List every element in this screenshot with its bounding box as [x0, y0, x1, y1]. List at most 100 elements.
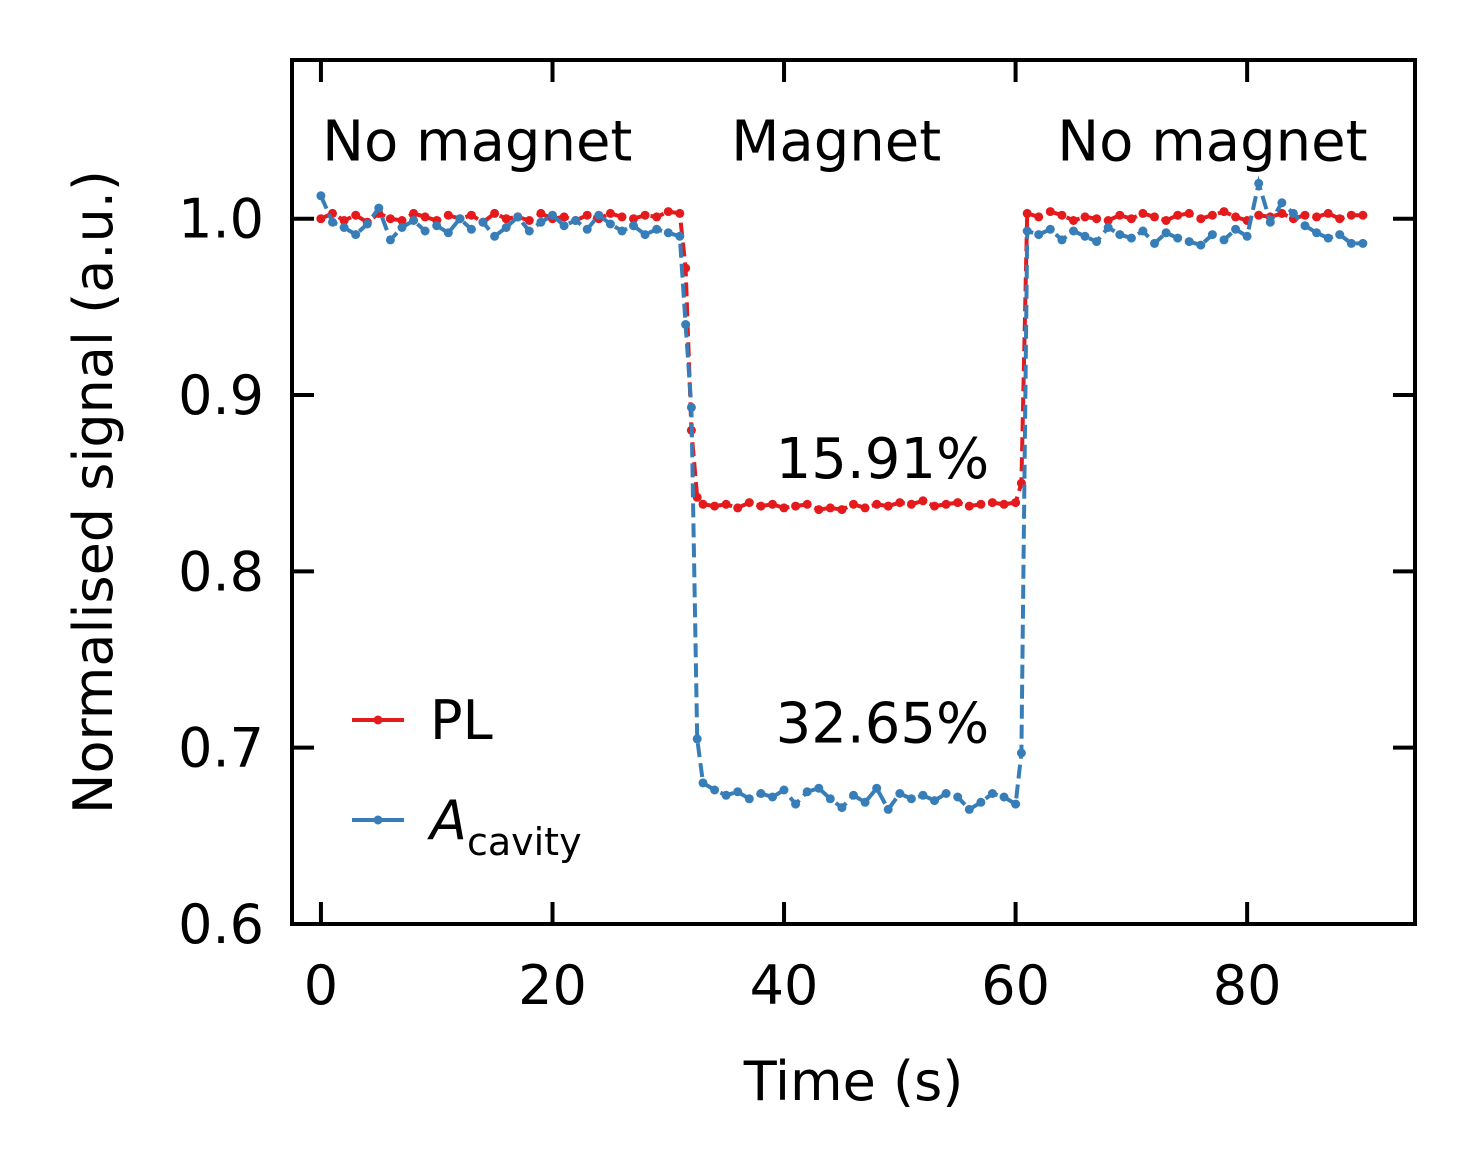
- x-tick-label: 80: [1213, 954, 1282, 1017]
- legend-label: PL: [430, 689, 493, 752]
- data-point: [1092, 214, 1102, 224]
- data-point: [953, 498, 963, 508]
- data-point: [768, 792, 777, 802]
- data-point: [629, 214, 638, 224]
- data-point: [1335, 230, 1345, 240]
- data-point: [710, 501, 720, 511]
- plot-area: [316, 175, 1368, 814]
- data-point: [872, 783, 882, 793]
- data-point: [490, 231, 500, 241]
- data-point: [1150, 238, 1159, 248]
- series-1: [316, 175, 1368, 814]
- data-point: [351, 210, 361, 220]
- data-point: [999, 792, 1009, 802]
- data-point: [1254, 210, 1264, 220]
- data-point: [1277, 208, 1287, 218]
- data-point: [1103, 223, 1113, 232]
- data-point: [1103, 216, 1113, 225]
- x-tick-label: 0: [304, 954, 338, 1017]
- data-point: [1219, 235, 1229, 245]
- data-point: [351, 230, 361, 240]
- data-point: [698, 778, 708, 788]
- data-point: [316, 214, 326, 224]
- data-point: [432, 221, 442, 231]
- data-point: [513, 212, 523, 222]
- data-point: [640, 210, 650, 220]
- data-point: [1265, 217, 1275, 227]
- series-0: [316, 207, 1368, 515]
- data-point: [698, 499, 708, 509]
- data-point: [1300, 210, 1310, 220]
- data-point: [941, 499, 951, 509]
- data-point: [837, 505, 847, 515]
- data-point: [675, 231, 685, 241]
- data-point: [744, 498, 754, 508]
- data-point: [1358, 238, 1368, 248]
- data-point: [860, 797, 870, 807]
- legend-item-1: Acavity: [352, 789, 582, 864]
- data-point: [1196, 214, 1206, 224]
- data-point: [640, 230, 650, 240]
- data-point: [1231, 224, 1241, 234]
- data-point: [397, 223, 407, 232]
- data-point: [455, 214, 465, 224]
- data-point: [652, 212, 662, 222]
- data-point: [1045, 207, 1055, 217]
- y-axis-title: Normalised signal (a.u.): [62, 170, 125, 814]
- y-tick-label: 0.7: [178, 717, 264, 780]
- data-point: [605, 219, 615, 229]
- data-point: [582, 224, 592, 234]
- data-point: [872, 499, 882, 509]
- legend-label: Acavity: [427, 789, 582, 864]
- data-point: [1335, 214, 1345, 224]
- annotation-text: No magnet: [1057, 110, 1367, 175]
- data-point: [1138, 208, 1148, 218]
- legend-swatch-marker: [373, 815, 383, 825]
- data-point: [466, 224, 476, 234]
- data-point: [692, 734, 702, 744]
- data-point: [466, 210, 476, 220]
- data-point: [536, 208, 546, 218]
- x-tick-label: 20: [518, 954, 587, 1017]
- data-point: [1254, 178, 1264, 188]
- data-point: [1312, 212, 1322, 222]
- data-point: [1057, 210, 1067, 220]
- data-point: [1173, 210, 1183, 220]
- data-point: [1069, 216, 1078, 225]
- data-point: [941, 789, 951, 798]
- data-point: [1045, 224, 1055, 234]
- data-point: [692, 492, 702, 502]
- x-tick-label: 40: [750, 954, 819, 1017]
- data-point: [1219, 207, 1229, 217]
- data-point: [1196, 240, 1206, 250]
- data-point: [825, 794, 835, 804]
- data-point: [814, 783, 824, 793]
- data-point: [768, 499, 777, 509]
- data-point: [548, 210, 557, 220]
- annotation-text: Magnet: [731, 110, 941, 175]
- data-point: [1126, 233, 1136, 243]
- data-point: [1161, 216, 1171, 225]
- data-point: [582, 210, 592, 220]
- data-point: [721, 790, 731, 800]
- data-point: [524, 226, 534, 236]
- data-point: [1034, 230, 1044, 240]
- data-point: [1138, 226, 1148, 236]
- data-point: [524, 216, 534, 225]
- data-point: [559, 221, 569, 231]
- data-point: [733, 787, 743, 797]
- data-point: [849, 499, 858, 509]
- data-point: [1080, 231, 1090, 241]
- data-point: [675, 208, 685, 218]
- data-point: [791, 799, 801, 809]
- data-point: [443, 210, 453, 220]
- data-point: [756, 789, 766, 798]
- data-point: [316, 191, 326, 201]
- data-point: [652, 224, 662, 234]
- legend: PL Acavity: [352, 689, 582, 864]
- data-point: [1016, 748, 1026, 758]
- data-point: [1184, 208, 1194, 218]
- data-point: [710, 785, 720, 795]
- data-point: [1207, 210, 1217, 220]
- data-point: [964, 501, 974, 511]
